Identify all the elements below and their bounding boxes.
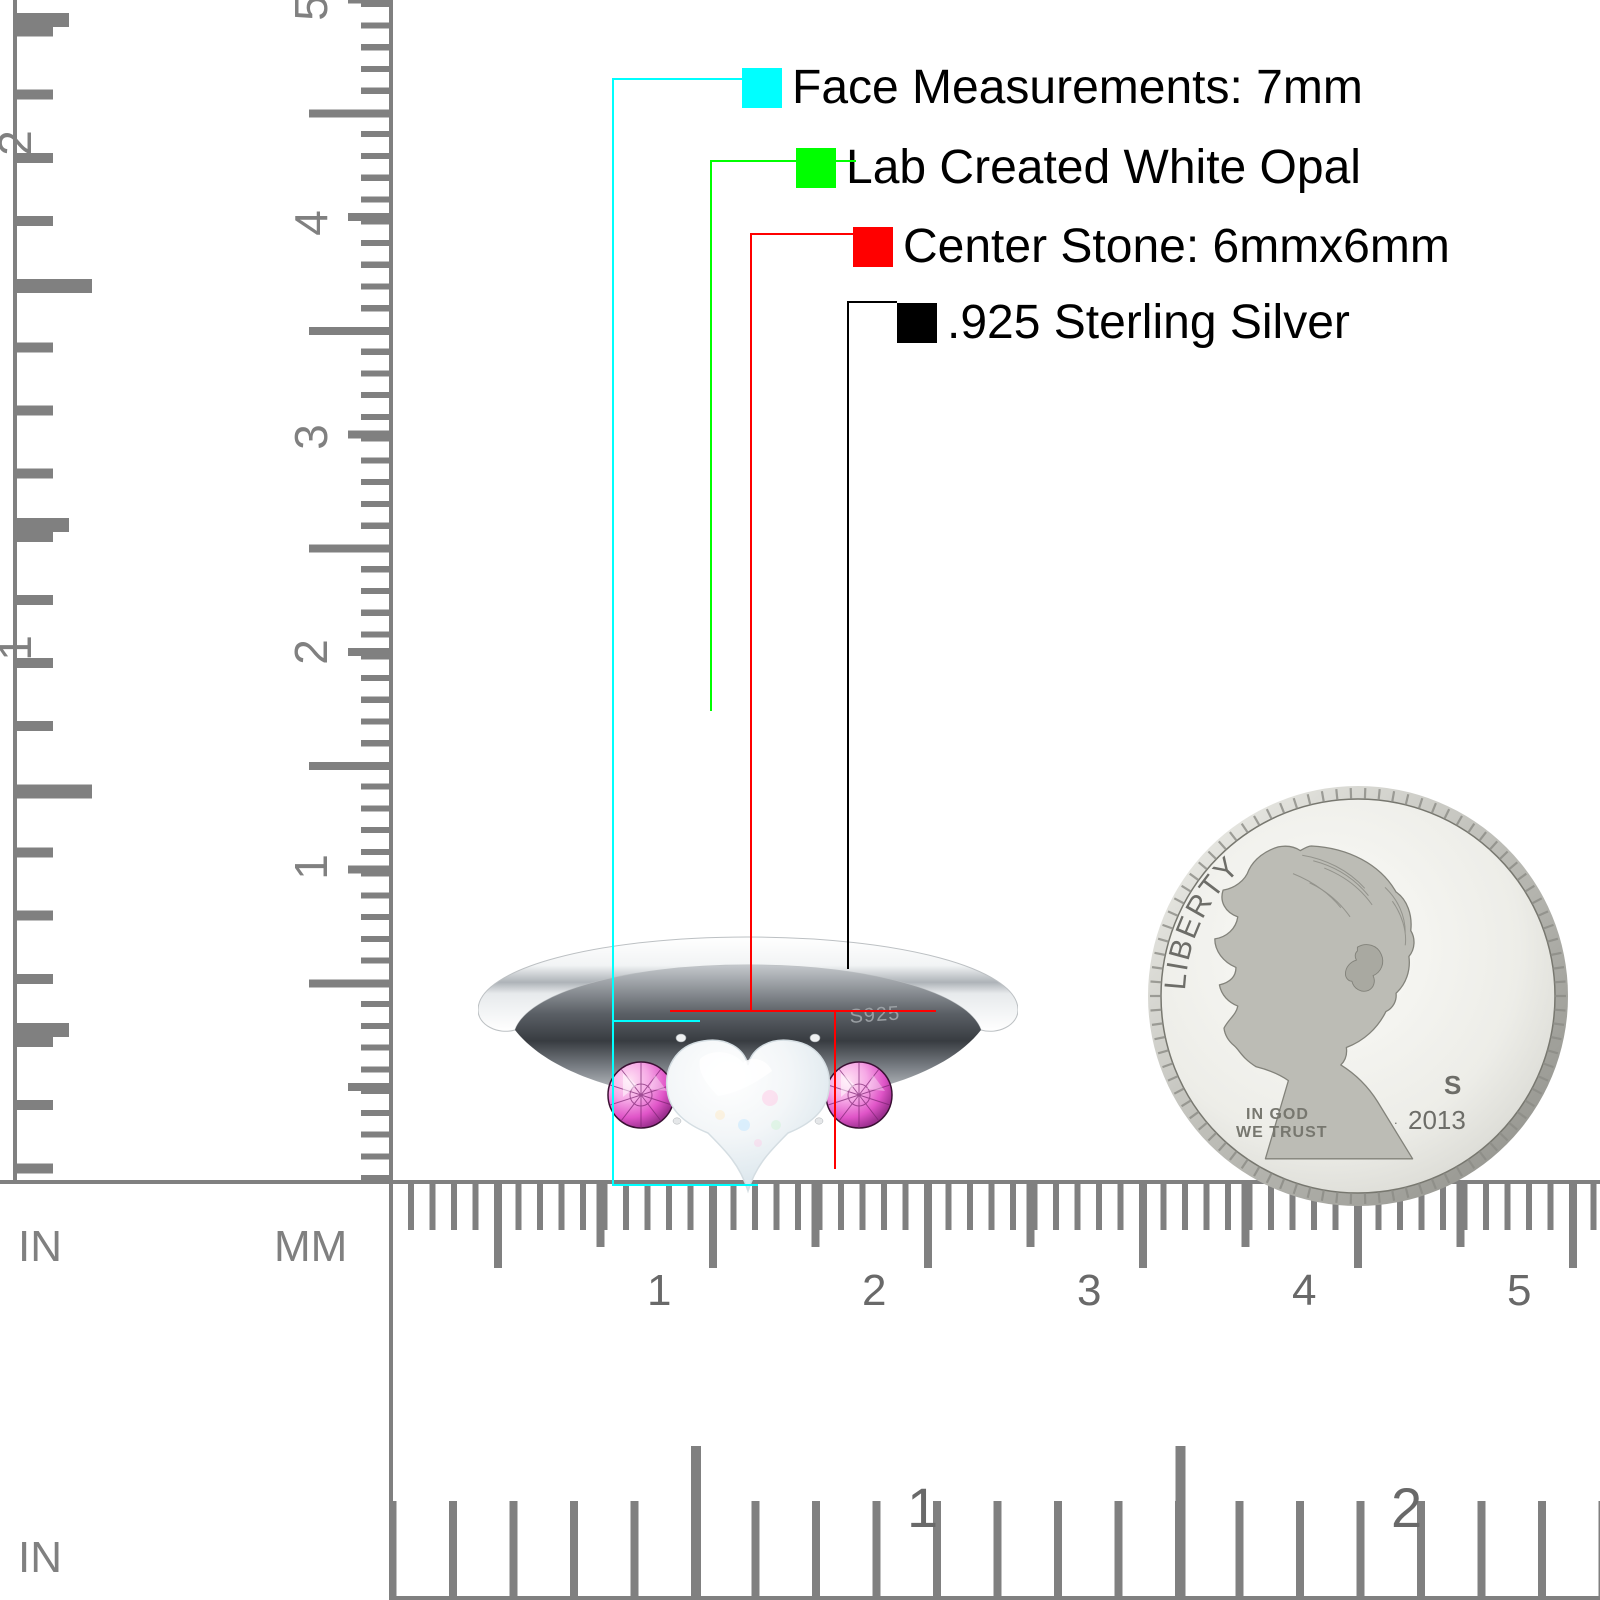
- svg-text:2013: 2013: [1408, 1105, 1466, 1135]
- svg-text:S: S: [1444, 1070, 1461, 1100]
- svg-text:WE TRUST: WE TRUST: [1236, 1124, 1328, 1141]
- svg-text:IN GOD: IN GOD: [1246, 1106, 1309, 1123]
- svg-text:.: .: [1394, 1112, 1398, 1127]
- svg-text:S925: S925: [849, 1003, 901, 1028]
